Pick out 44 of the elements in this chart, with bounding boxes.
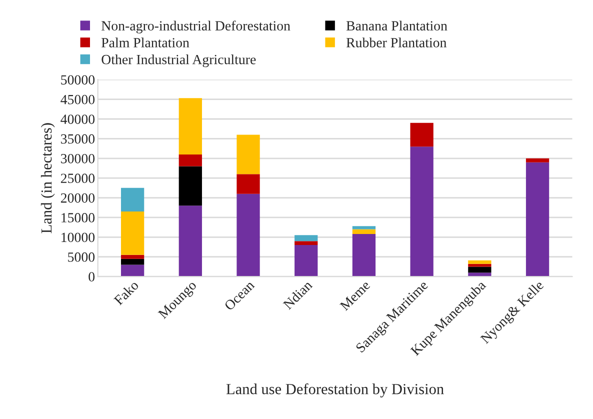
bar xyxy=(120,258,144,265)
bar xyxy=(468,260,492,264)
y-tick-label: 50000 xyxy=(61,75,95,85)
bar xyxy=(120,264,144,277)
bar xyxy=(352,234,376,277)
legend-label: Banana Plantation xyxy=(346,20,448,31)
bar xyxy=(178,206,202,277)
y-axis-title: Land (in hectares) xyxy=(40,123,55,234)
bar xyxy=(526,158,550,162)
bar xyxy=(410,122,434,147)
y-tick-label: 40000 xyxy=(60,114,95,124)
bar xyxy=(468,264,492,267)
bar xyxy=(120,188,144,212)
legend-label: Palm Plantation xyxy=(102,38,190,48)
bar xyxy=(236,194,260,277)
bar xyxy=(236,174,260,194)
y-tick-label: 10000 xyxy=(62,232,95,242)
bar xyxy=(178,154,202,166)
legend-label: Non-agro-industrial Deforestation xyxy=(102,20,290,34)
bar xyxy=(178,166,202,206)
y-tick-label: 20000 xyxy=(60,193,95,203)
x-tick-label: Fako xyxy=(113,280,140,306)
legend-label: Other Industrial Agriculture xyxy=(102,54,256,68)
y-tick-label: 5000 xyxy=(68,252,95,262)
bar xyxy=(120,254,144,259)
y-tick-label: 45000 xyxy=(60,94,95,104)
bar xyxy=(468,266,492,273)
bar xyxy=(236,134,260,174)
y-tick-label: 25000 xyxy=(60,174,95,184)
y-tick-label: 35000 xyxy=(61,134,95,144)
bar xyxy=(410,146,434,277)
bar xyxy=(120,212,144,255)
legend-label: Rubber Plantation xyxy=(346,38,447,48)
y-tick-label: 30000 xyxy=(61,154,95,164)
bar xyxy=(526,162,550,277)
bar xyxy=(178,98,202,154)
bar xyxy=(294,241,318,246)
y-tick-label: 0 xyxy=(88,272,95,282)
bar xyxy=(352,229,376,234)
bar xyxy=(294,245,318,277)
y-tick-label: 15000 xyxy=(62,213,95,222)
bar xyxy=(294,235,318,242)
x-axis-title: Land use Deforestation by Division xyxy=(226,383,444,398)
bar xyxy=(352,226,376,230)
